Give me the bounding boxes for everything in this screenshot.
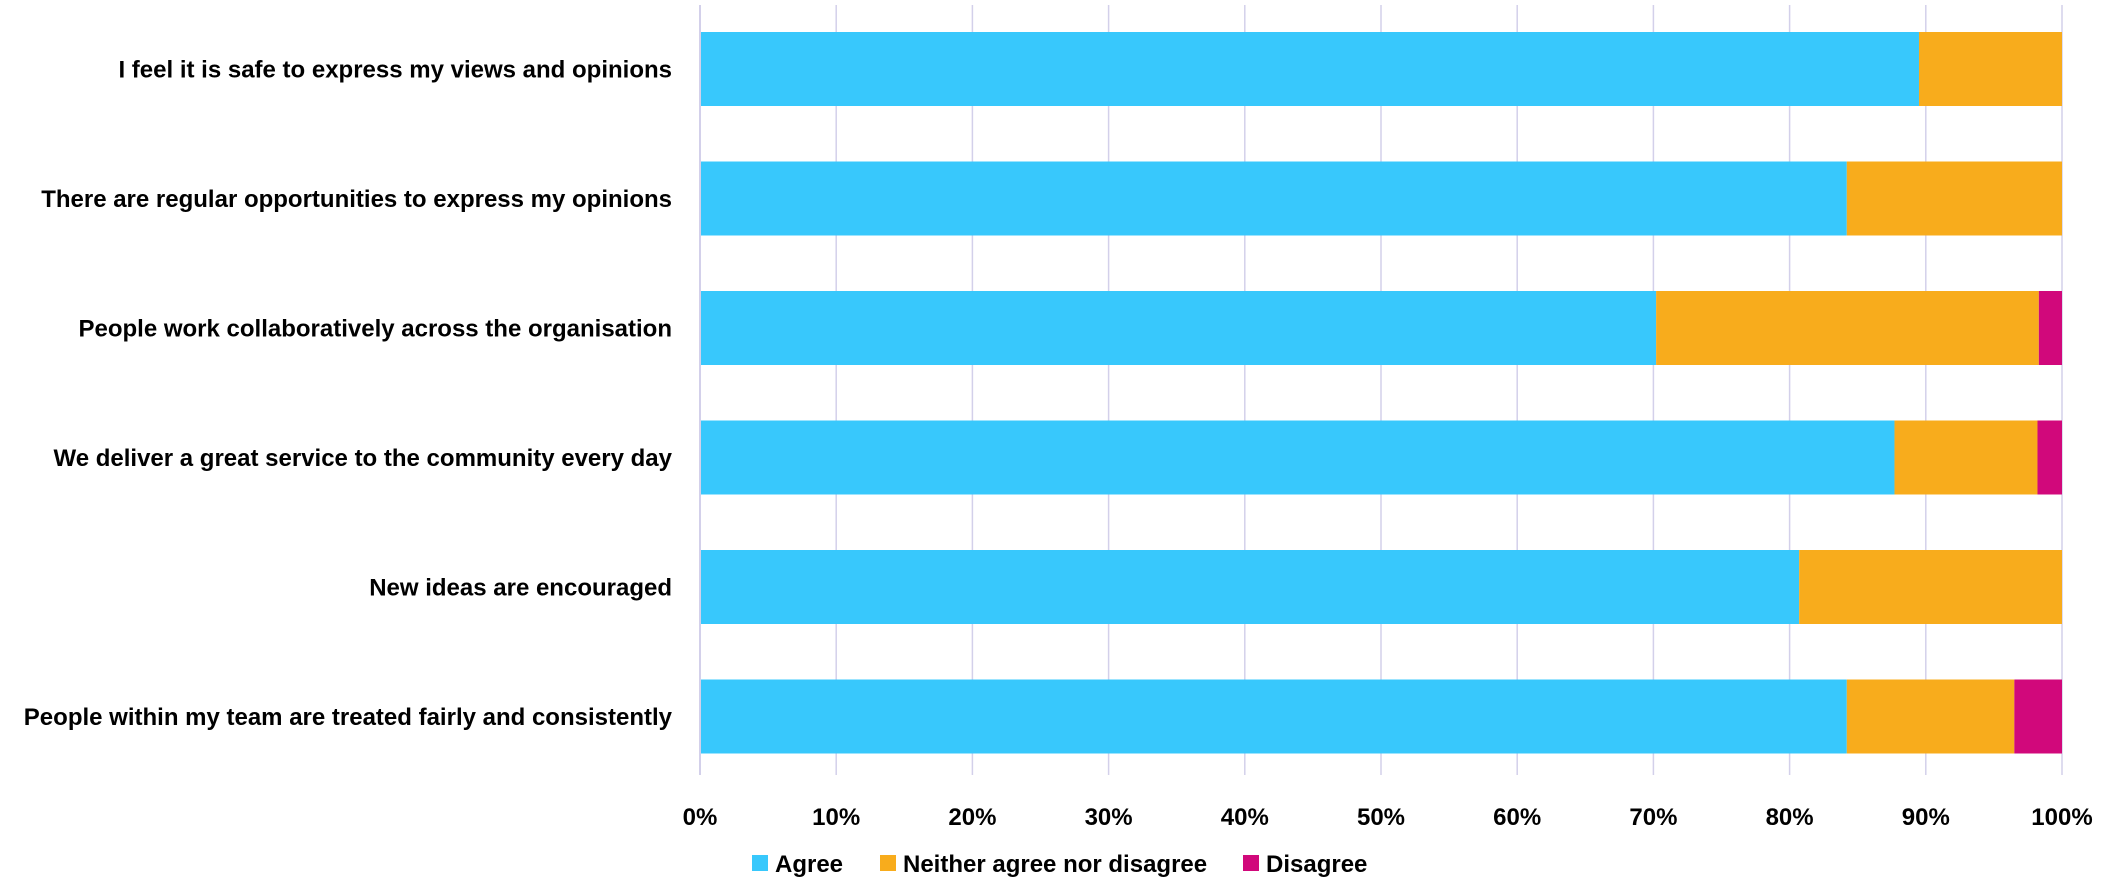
bar-segment-agree: [700, 420, 1895, 495]
category-label: People work collaboratively across the o…: [78, 315, 672, 342]
legend-item-agree: Agree: [752, 851, 843, 878]
grid-layer: [699, 5, 2063, 775]
x-tick-label: 70%: [1629, 804, 1677, 831]
legend-swatch: [880, 855, 896, 871]
category-labels: I feel it is safe to express my views an…: [24, 56, 673, 731]
category-label: We deliver a great service to the commun…: [54, 445, 673, 472]
bar-segment-neither-agree-nor-disagree: [1846, 161, 2062, 236]
bar-segment-agree: [700, 161, 1847, 236]
bar-segment-agree: [700, 679, 1847, 754]
legend-swatch: [752, 855, 768, 871]
bar-segment-neither-agree-nor-disagree: [1799, 550, 2062, 624]
x-tick-label: 10%: [812, 804, 860, 831]
bar-segment-agree: [700, 291, 1657, 365]
bar-segment-agree: [700, 550, 1800, 624]
category-label: I feel it is safe to express my views an…: [118, 56, 672, 83]
bar-layer: [700, 32, 2062, 754]
x-tick-label: 80%: [1766, 804, 1814, 831]
bar-segment-neither-agree-nor-disagree: [1846, 679, 2015, 754]
x-tick-labels: 0% 10% 20% 30% 40% 50% 60% 70% 80% 90% 100%: [683, 804, 2093, 831]
x-tick-label: 40%: [1221, 804, 1269, 831]
bar-segment-neither-agree-nor-disagree: [1656, 291, 2039, 365]
legend-label: Agree: [775, 851, 843, 878]
x-tick-label: 50%: [1357, 804, 1405, 831]
x-tick-label: 0%: [683, 804, 718, 831]
legend-swatch: [1243, 855, 1259, 871]
legend-item-neither-agree-nor-disagree: Neither agree nor disagree: [880, 851, 1207, 878]
x-tick-label: 20%: [948, 804, 996, 831]
category-label: People within my team are treated fairly…: [24, 704, 673, 731]
x-tick-label: 60%: [1493, 804, 1541, 831]
bar-segment-neither-agree-nor-disagree: [1918, 32, 2062, 106]
legend-item-disagree: Disagree: [1243, 851, 1367, 878]
legend-label: Neither agree nor disagree: [903, 851, 1207, 878]
bar-segment-disagree: [2038, 291, 2062, 365]
bar-segment-disagree: [2014, 679, 2062, 754]
bar-segment-agree: [700, 32, 1919, 106]
category-label: New ideas are encouraged: [369, 574, 672, 601]
category-label: There are regular opportunities to expre…: [41, 186, 672, 213]
x-tick-label: 30%: [1085, 804, 1133, 831]
bar-segment-disagree: [2037, 420, 2062, 495]
legend-label: Disagree: [1266, 851, 1367, 878]
bar-segment-neither-agree-nor-disagree: [1894, 420, 2038, 495]
x-tick-label: 90%: [1902, 804, 1950, 831]
legend: Agree Neither agree nor disagree Disagree: [752, 851, 1367, 878]
x-tick-label: 100%: [2031, 804, 2092, 831]
